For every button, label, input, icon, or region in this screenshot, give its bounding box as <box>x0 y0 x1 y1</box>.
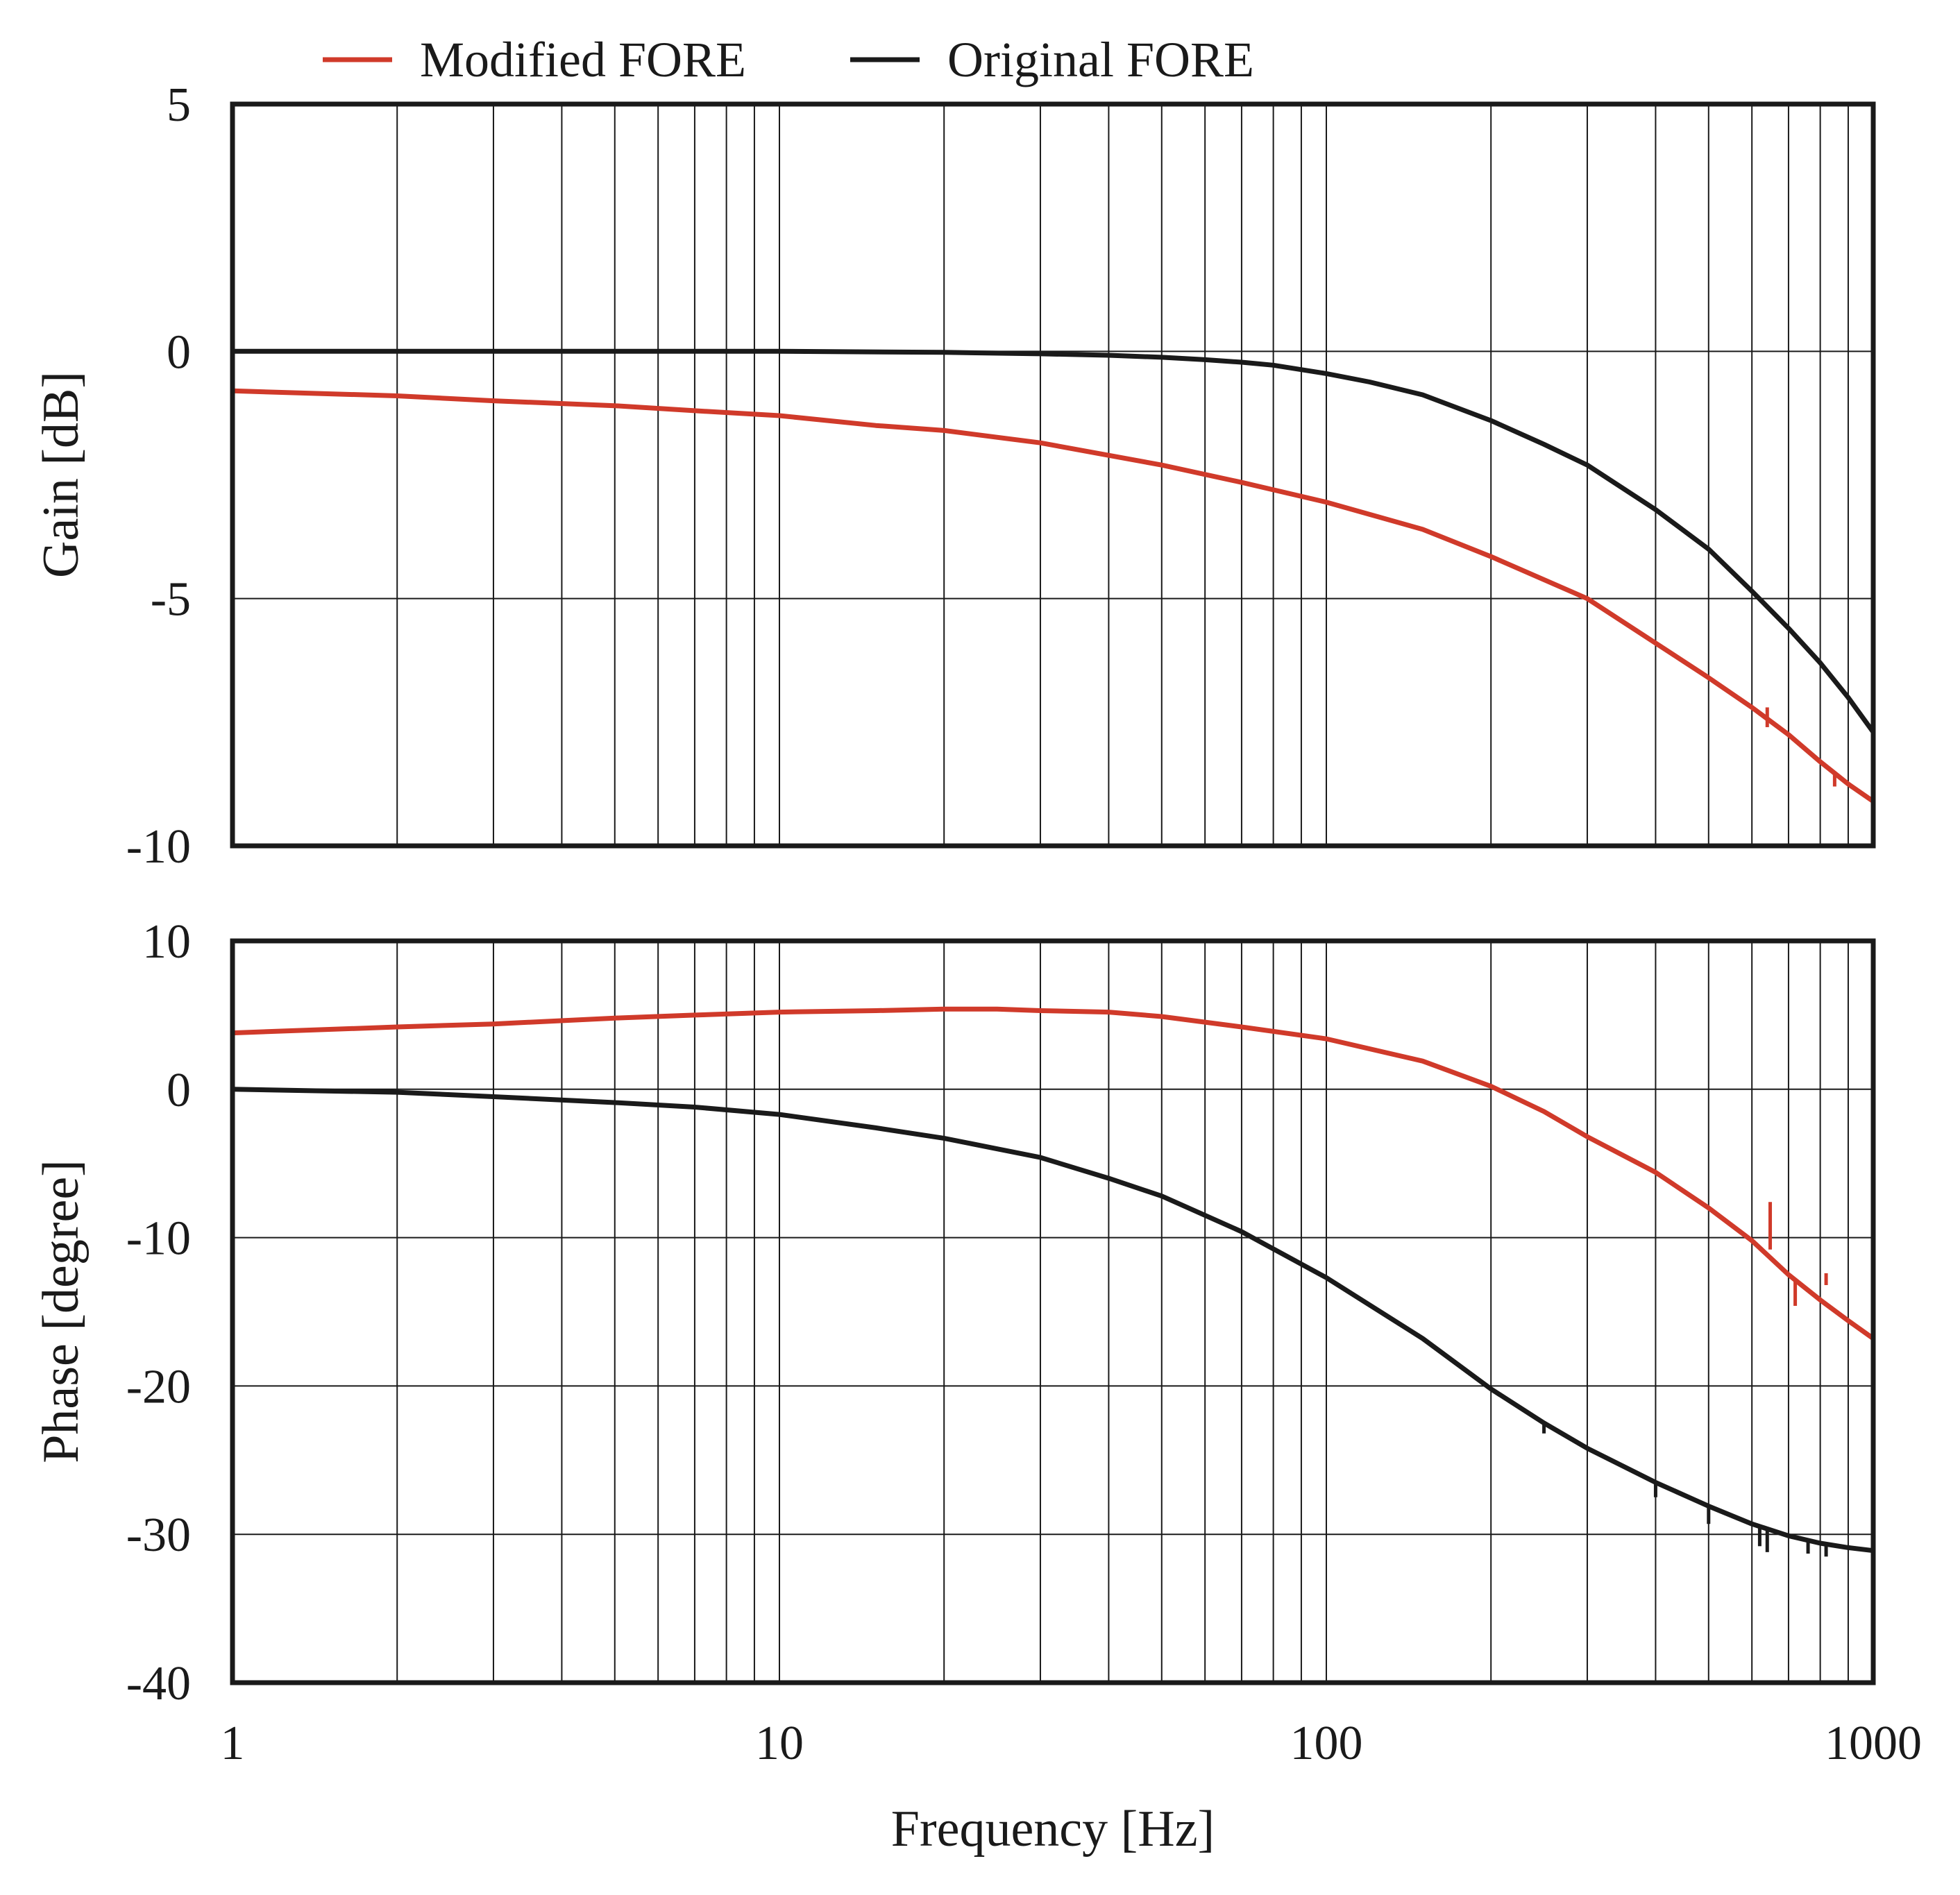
gain-plot-frame <box>230 101 1876 849</box>
phase-grid <box>233 941 1873 1683</box>
phase-y-axis-title: Phase [degree] <box>33 1159 90 1463</box>
gain-series-original-fore <box>230 348 1876 735</box>
x-tick-labels: 1 10 100 1000 <box>221 1717 1923 1770</box>
legend: Modified FORE Original FORE <box>323 32 1254 87</box>
y-tick-label: -40 <box>126 1657 191 1710</box>
y-tick-label: 0 <box>167 1064 191 1117</box>
phase-series-modified-fore <box>230 1006 1876 1341</box>
gain-panel: 5 0 -5 -10 Gain [dB] <box>33 78 1876 874</box>
gain-curves <box>230 348 1876 804</box>
phase-y-tick-labels: 10 0 -10 -20 -30 -40 <box>126 915 191 1710</box>
y-tick-label: 0 <box>167 325 191 379</box>
y-tick-label: -5 <box>151 573 191 627</box>
y-tick-label: 10 <box>142 915 191 969</box>
x-tick-label: 1 <box>221 1717 245 1770</box>
gain-y-tick-labels: 5 0 -5 -10 <box>126 78 191 874</box>
y-tick-label: -30 <box>126 1509 191 1562</box>
y-tick-label: -10 <box>126 1212 191 1266</box>
y-tick-label: -10 <box>126 820 191 874</box>
legend-label-original: Original FORE <box>947 32 1254 87</box>
gain-series-modified-fore <box>230 388 1876 804</box>
x-tick-label: 100 <box>1290 1717 1363 1770</box>
gain-y-axis-title: Gain [dB] <box>33 371 90 578</box>
x-tick-label: 1000 <box>1825 1717 1922 1770</box>
y-tick-label: -20 <box>126 1360 191 1413</box>
phase-plot-frame <box>230 938 1876 1685</box>
x-axis-title: Frequency [Hz] <box>891 1801 1215 1858</box>
phase-panel: 10 0 -10 -20 -30 -40 Phase [degree] <box>33 915 1876 1710</box>
x-tick-label: 10 <box>755 1717 804 1770</box>
y-tick-label: 5 <box>167 78 191 132</box>
gain-grid <box>233 104 1873 846</box>
phase-curves <box>230 1006 1876 1557</box>
legend-label-modified: Modified FORE <box>420 32 746 87</box>
